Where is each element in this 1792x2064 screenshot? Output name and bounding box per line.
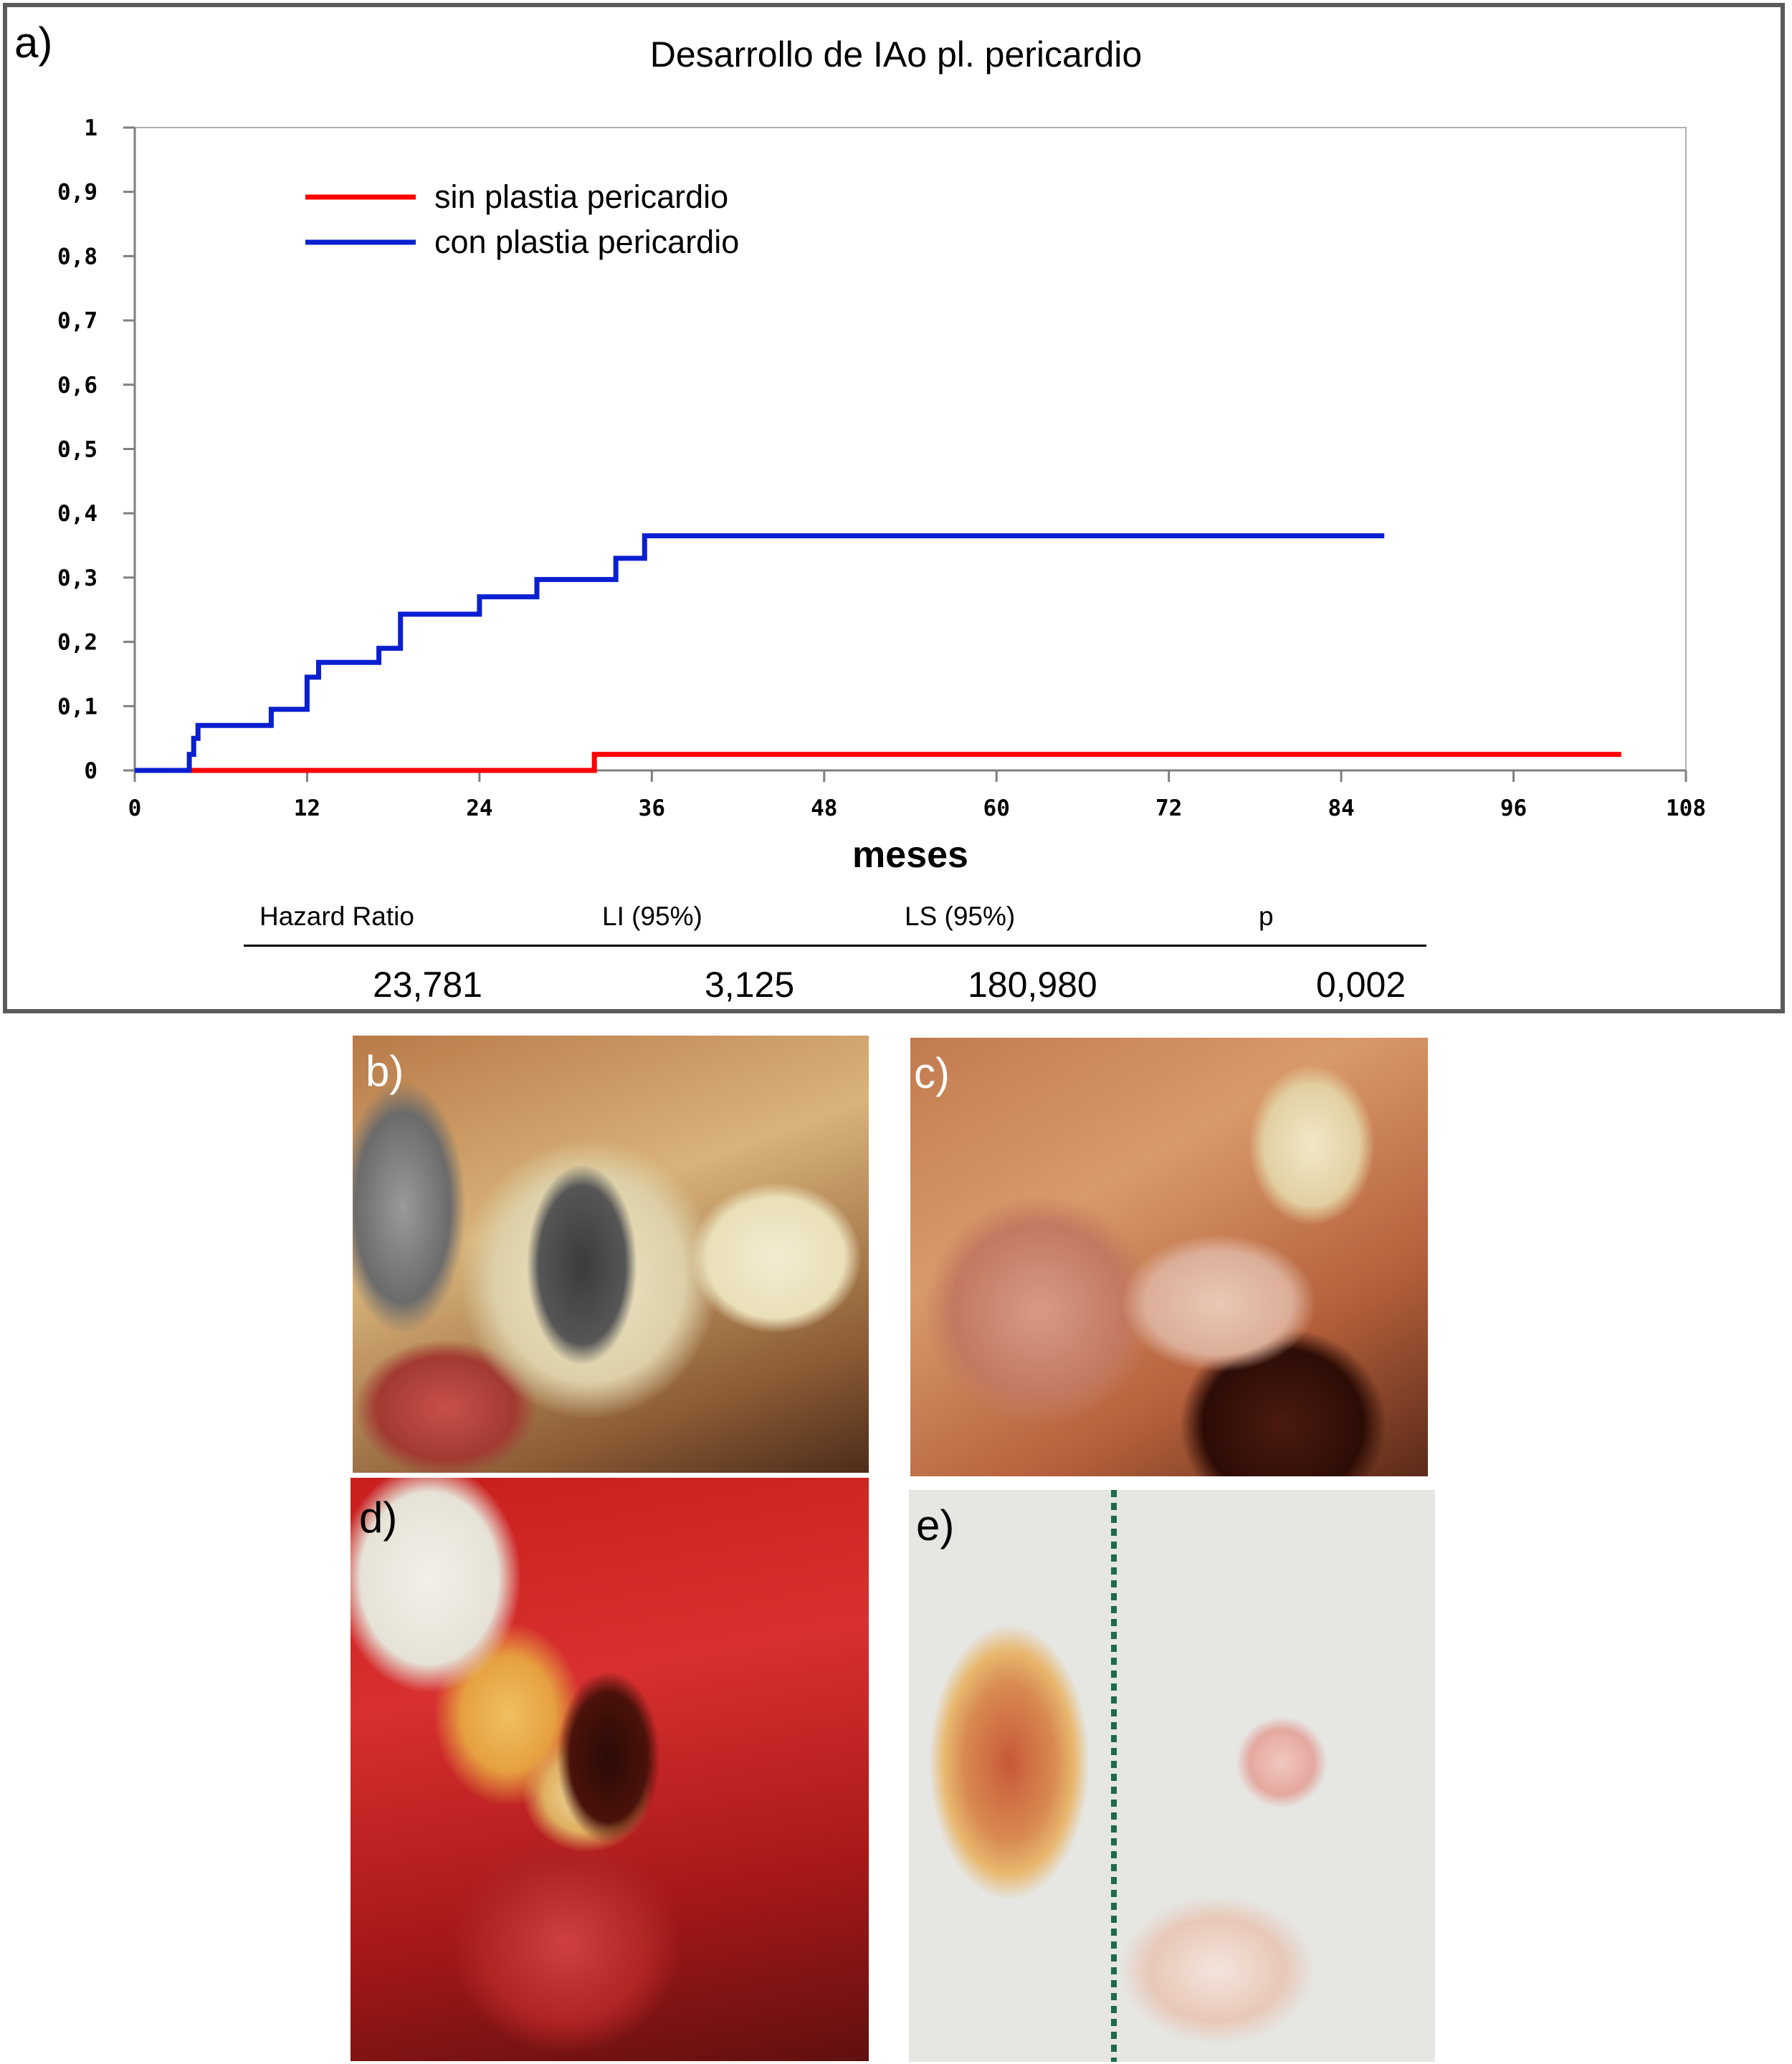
plot-frame: [134, 127, 1687, 771]
stat-value-ls: 180,980: [968, 965, 1097, 1005]
surgical-photo-d: d): [351, 1478, 869, 2061]
series-line-con-plastia: [135, 533, 1385, 773]
x-tick-label: 48: [811, 796, 837, 821]
drape-stitch-line: [1111, 1490, 1117, 2062]
surgical-photo-b: b): [353, 1036, 869, 1473]
panel-label-a: a): [14, 19, 53, 67]
y-tick-label: 0,4: [57, 501, 97, 527]
legend: sin plastia pericardio con plastia perica…: [305, 178, 739, 260]
y-tick-label: 0,2: [57, 630, 97, 656]
stat-header-ls: LS (95%): [905, 902, 1016, 931]
panel-label-e: e): [916, 1501, 955, 1549]
surgical-photo-c: c): [910, 1038, 1428, 1476]
stat-header-li: LI (95%): [602, 902, 702, 931]
y-tick-label: 0,8: [57, 244, 97, 269]
series-lines: [135, 533, 1621, 773]
panel-label-c: c): [914, 1049, 950, 1097]
stat-value-hazard-ratio: 23,781: [373, 965, 482, 1005]
series-line-sin-plastia: [135, 752, 1621, 773]
panel-label-d: d): [359, 1494, 398, 1542]
y-tick-label: 0: [84, 758, 97, 784]
x-tick-label: 36: [639, 796, 665, 821]
y-tick-label: 0,9: [57, 180, 97, 206]
x-tick-label: 60: [983, 796, 1010, 821]
y-tick-label: 1: [84, 115, 97, 141]
x-tick-label: 108: [1666, 796, 1706, 821]
stat-value-p: 0,002: [1316, 965, 1406, 1005]
chart-panel: [3, 3, 1785, 1013]
y-tick-label: 0,3: [57, 565, 97, 591]
x-tick-label: 84: [1328, 796, 1354, 821]
x-tick-label: 24: [466, 796, 492, 821]
x-tick-label: 12: [294, 796, 320, 821]
x-tick-label: 96: [1500, 796, 1527, 821]
y-tick-label: 0,1: [57, 694, 97, 720]
stat-value-li: 3,125: [705, 965, 795, 1005]
survival-chart: Desarrollo de IAo pl. pericardio 0 0,1 0,2…: [57, 34, 1706, 876]
specimen-photo-e: e): [909, 1490, 1435, 2062]
axes: 0 0,1 0,2 0,3 0,4 0,5 0,6 0,7 0,8 0,9 1 0 12 24 36 48 60…: [57, 115, 1706, 821]
legend-label: sin plastia pericardio: [434, 178, 728, 215]
stats-divider: [244, 945, 1426, 947]
panel-label-b: b): [366, 1047, 404, 1095]
x-tick-label: 72: [1155, 796, 1182, 821]
stat-header-p: p: [1259, 902, 1274, 931]
chart-title: Desarrollo de IAo pl. pericardio: [650, 34, 1142, 75]
legend-label: con plastia pericardio: [434, 224, 739, 260]
stat-header-hazard-ratio: Hazard Ratio: [259, 902, 414, 931]
y-tick-label: 0,7: [57, 308, 97, 334]
x-axis-label: meses: [852, 834, 968, 876]
y-tick-label: 0,5: [57, 437, 97, 463]
x-tick-label: 0: [128, 796, 142, 821]
y-tick-label: 0,6: [57, 373, 97, 398]
